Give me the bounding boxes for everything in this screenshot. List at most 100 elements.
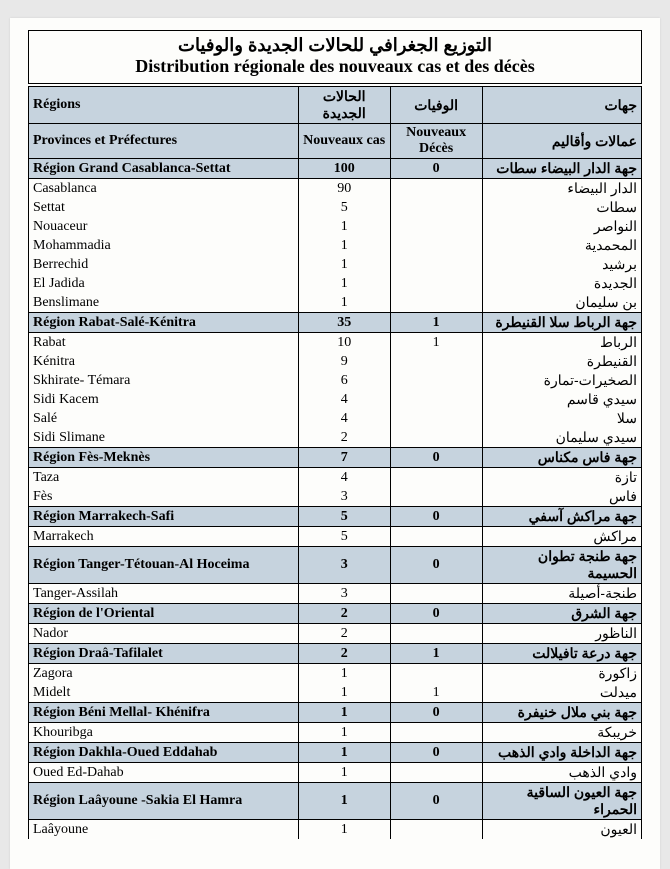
hdr-cases-fr: Nouveaux cas: [298, 124, 390, 159]
cell-deaths: [390, 468, 482, 488]
cell-name-ar: الجديدة: [482, 274, 641, 293]
cell-name-ar: جهة بني ملال خنيفرة: [482, 703, 641, 723]
cell-deaths: 1: [390, 333, 482, 353]
cell-name-ar: فاس: [482, 487, 641, 507]
cell-name-ar: جهة فاس مكناس: [482, 448, 641, 468]
cell-name-fr: Salé: [29, 409, 299, 428]
cell-deaths: [390, 487, 482, 507]
cell-cases: 2: [298, 428, 390, 448]
cell-cases: 2: [298, 624, 390, 644]
cell-name-fr: Marrakech: [29, 527, 299, 547]
cell-cases: 10: [298, 333, 390, 353]
cell-name-ar: سيدي قاسم: [482, 390, 641, 409]
cell-cases: 1: [298, 743, 390, 763]
cell-name-fr: Nador: [29, 624, 299, 644]
province-row: Oued Ed-Dahab1 وادي الذهب: [29, 763, 642, 783]
region-row: Région Laâyoune -Sakia El Hamra10جهة الع…: [29, 783, 642, 820]
cell-name-ar: الدار البيضاء: [482, 179, 641, 199]
header-row-top: Régions الحالات الجديدة الوفيات جهات: [29, 87, 642, 124]
cell-deaths: [390, 820, 482, 840]
cell-deaths: [390, 255, 482, 274]
cell-deaths: [390, 390, 482, 409]
province-row: Kénitra9القنيطرة: [29, 352, 642, 371]
cell-name-ar: العيون: [482, 820, 641, 840]
cell-name-ar: المحمدية: [482, 236, 641, 255]
cell-name-ar: تازة: [482, 468, 641, 488]
cell-name-ar: سلا: [482, 409, 641, 428]
province-row: Midelt11ميدلت: [29, 683, 642, 703]
cell-name-fr: Midelt: [29, 683, 299, 703]
cell-cases: 3: [298, 584, 390, 604]
cell-name-fr: Région Béni Mellal- Khénifra: [29, 703, 299, 723]
cell-cases: 7: [298, 448, 390, 468]
cell-cases: 1: [298, 723, 390, 743]
cell-cases: 5: [298, 198, 390, 217]
cell-name-fr: Skhirate- Témara: [29, 371, 299, 390]
hdr-provinces-ar: عمالات وأقاليم: [482, 124, 641, 159]
cell-deaths: [390, 409, 482, 428]
province-row: Zagora1زاكورة: [29, 664, 642, 684]
cell-name-fr: Taza: [29, 468, 299, 488]
cell-cases: 6: [298, 371, 390, 390]
cell-deaths: [390, 371, 482, 390]
cell-name-ar: النواصر: [482, 217, 641, 236]
cell-cases: 3: [298, 547, 390, 584]
cell-cases: 1: [298, 293, 390, 313]
province-row: Rabat101الرباط: [29, 333, 642, 353]
cell-name-ar: جهة الرباط سلا القنيطرة: [482, 313, 641, 333]
title-french: Distribution régionale des nouveaux cas …: [35, 56, 635, 77]
cell-deaths: 1: [390, 644, 482, 664]
cell-name-fr: Kénitra: [29, 352, 299, 371]
cell-name-fr: Région Marrakech-Safi: [29, 507, 299, 527]
cell-name-fr: Région de l'Oriental: [29, 604, 299, 624]
cell-name-fr: Sidi Slimane: [29, 428, 299, 448]
cell-name-fr: Sidi Kacem: [29, 390, 299, 409]
cell-name-fr: Région Draâ-Tafilalet: [29, 644, 299, 664]
cell-name-ar: الصخيرات-تمارة: [482, 371, 641, 390]
cell-name-fr: Mohammadia: [29, 236, 299, 255]
cell-name-fr: Benslimane: [29, 293, 299, 313]
province-row: Sidi Slimane2سيدي سليمان: [29, 428, 642, 448]
cell-name-fr: Région Grand Casablanca-Settat: [29, 159, 299, 179]
province-row: Skhirate- Témara6 الصخيرات-تمارة: [29, 371, 642, 390]
cell-cases: 5: [298, 507, 390, 527]
cell-name-fr: Région Tanger-Tétouan-Al Hoceima: [29, 547, 299, 584]
cell-name-ar: جهة العيون الساقية الحمراء: [482, 783, 641, 820]
cell-name-ar: خريبكة: [482, 723, 641, 743]
cell-name-fr: Zagora: [29, 664, 299, 684]
cell-deaths: 0: [390, 604, 482, 624]
province-row: Fès3فاس: [29, 487, 642, 507]
cell-name-fr: Région Dakhla-Oued Eddahab: [29, 743, 299, 763]
cell-name-ar: وادي الذهب: [482, 763, 641, 783]
cell-cases: 5: [298, 527, 390, 547]
cell-name-ar: طنجة-أصيلة: [482, 584, 641, 604]
cell-name-ar: مراكش: [482, 527, 641, 547]
region-row: Région Tanger-Tétouan-Al Hoceima30جهة طن…: [29, 547, 642, 584]
cell-name-ar: جهة الدار البيضاء سطات: [482, 159, 641, 179]
cell-cases: 1: [298, 820, 390, 840]
province-row: Settat5سطات: [29, 198, 642, 217]
cell-deaths: 1: [390, 313, 482, 333]
title-arabic: التوزيع الجغرافي للحالات الجديدة والوفيا…: [35, 35, 635, 56]
cell-deaths: 0: [390, 507, 482, 527]
province-row: Tanger-Assilah3طنجة-أصيلة: [29, 584, 642, 604]
province-row: Casablanca90الدار البيضاء: [29, 179, 642, 199]
hdr-regions-fr: Régions: [29, 87, 299, 124]
cell-name-ar: جهة الداخلة وادي الذهب: [482, 743, 641, 763]
cell-name-ar: زاكورة: [482, 664, 641, 684]
cell-name-fr: El Jadida: [29, 274, 299, 293]
cell-name-fr: Rabat: [29, 333, 299, 353]
cell-deaths: 0: [390, 743, 482, 763]
cell-deaths: [390, 352, 482, 371]
cell-cases: 2: [298, 604, 390, 624]
province-row: Taza4 تازة: [29, 468, 642, 488]
cell-name-ar: الرباط: [482, 333, 641, 353]
cell-cases: 4: [298, 468, 390, 488]
cell-name-ar: سطات: [482, 198, 641, 217]
cell-deaths: [390, 584, 482, 604]
cell-name-fr: Oued Ed-Dahab: [29, 763, 299, 783]
cell-cases: 1: [298, 763, 390, 783]
province-row: Berrechid1برشيد: [29, 255, 642, 274]
cell-cases: 1: [298, 217, 390, 236]
province-row: Laâyoune1العيون: [29, 820, 642, 840]
